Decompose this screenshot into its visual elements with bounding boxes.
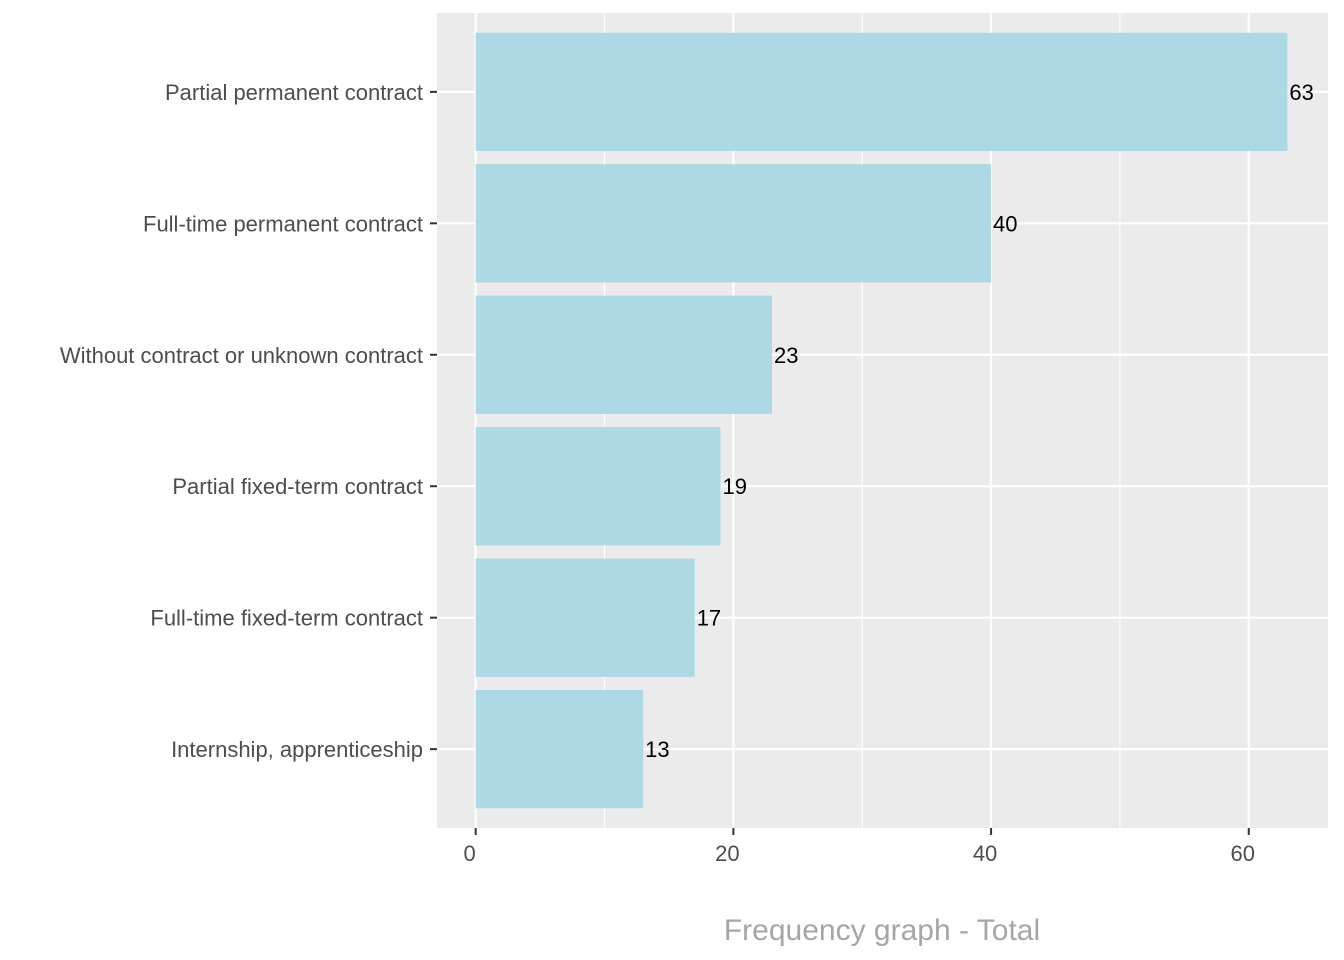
category-label: Partial fixed-term contract: [172, 474, 423, 499]
x-tick-label: 20: [715, 841, 739, 866]
bar: [475, 689, 644, 809]
bar-value-label: 17: [697, 606, 721, 631]
bar-value-label: 63: [1289, 80, 1313, 105]
bar-value-label: 19: [722, 474, 746, 499]
x-tick-label: 0: [464, 841, 476, 866]
bar-value-label: 40: [993, 211, 1017, 236]
bar-value-label: 23: [774, 343, 798, 368]
bars: [475, 32, 1288, 809]
value-labels: 63 40 23 19 17 13: [645, 80, 1314, 762]
bar: [475, 427, 721, 546]
category-label: Partial permanent contract: [165, 80, 423, 105]
bar-value-label: 13: [645, 737, 669, 762]
category-label: Full-time fixed-term contract: [150, 606, 423, 631]
bar: [475, 295, 773, 414]
x-tick-label: 40: [973, 841, 997, 866]
x-axis-title: Frequency graph - Total: [724, 914, 1040, 947]
bar: [475, 558, 695, 677]
x-axis: 0 20 40 60: [464, 828, 1255, 866]
y-axis: Partial permanent contract Full-time perm…: [60, 80, 437, 762]
bar: [475, 32, 1288, 152]
category-label: Full-time permanent contract: [143, 211, 423, 236]
category-label: Internship, apprenticeship: [171, 737, 423, 762]
category-label: Without contract or unknown contract: [60, 343, 423, 368]
x-tick-label: 60: [1231, 841, 1255, 866]
bar: [475, 164, 992, 283]
